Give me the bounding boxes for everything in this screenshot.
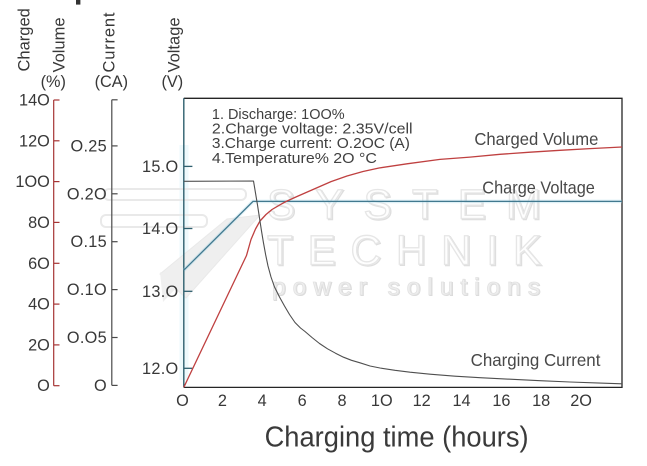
svg-text:TECHNIK: TECHNIK [268, 228, 542, 275]
svg-text:3.Charge current: O.2OC (A): 3.Charge current: O.2OC (A) [212, 136, 410, 152]
svg-text:O.1O: O.1O [67, 281, 107, 299]
svg-text:12O: 12O [19, 132, 50, 150]
svg-text:1. Discharge: 1OO%: 1. Discharge: 1OO% [212, 107, 345, 123]
svg-text:2.Charge voltage: 2.35V/cell: 2.Charge voltage: 2.35V/cell [212, 122, 413, 138]
svg-text:Charging time (hours): Charging time (hours) [265, 422, 529, 454]
svg-text:6O: 6O [28, 255, 50, 273]
svg-text:1O: 1O [371, 392, 393, 410]
svg-text:16: 16 [492, 392, 510, 410]
svg-text:8: 8 [337, 392, 346, 410]
svg-text:(CA): (CA) [95, 73, 128, 91]
svg-text:O: O [37, 377, 50, 395]
svg-text:14: 14 [452, 392, 470, 410]
svg-text:2O: 2O [570, 392, 592, 410]
svg-text:Charged: Charged [16, 8, 34, 71]
svg-text:TECHNIK: TECHNIK [267, 227, 541, 274]
svg-text:2: 2 [218, 392, 227, 410]
svg-text:13.O: 13.O [142, 283, 179, 301]
svg-text:Charge Voltage: Charge Voltage [482, 178, 595, 198]
svg-text:12.O: 12.O [142, 360, 179, 378]
svg-text:power solutions: power solutions [273, 275, 541, 302]
svg-text:1OO: 1OO [15, 173, 49, 191]
svg-text:18: 18 [532, 392, 550, 410]
svg-text:Charged Volume: Charged Volume [474, 129, 598, 149]
svg-text:Voltage: Voltage [166, 17, 184, 72]
svg-text:Current: Current [101, 12, 119, 72]
svg-text:15.O: 15.O [142, 158, 179, 176]
svg-text:14.O: 14.O [142, 220, 179, 238]
svg-text:O: O [176, 392, 189, 410]
svg-text:O.25: O.25 [71, 137, 108, 155]
svg-text:O.O5: O.O5 [67, 329, 107, 347]
svg-text:6: 6 [298, 392, 307, 410]
svg-text:4: 4 [258, 392, 267, 410]
svg-text:O.15: O.15 [71, 233, 108, 251]
svg-text:power solutions: power solutions [272, 274, 540, 301]
svg-text:4O: 4O [28, 296, 50, 314]
svg-text:12: 12 [413, 392, 431, 410]
svg-text:Charging Current: Charging Current [471, 350, 601, 370]
svg-text:(V): (V) [161, 73, 183, 91]
svg-text:(%): (%) [41, 73, 66, 91]
svg-text:4.Temperature% 2O °C: 4.Temperature% 2O °C [212, 151, 377, 167]
svg-text:2O: 2O [28, 336, 50, 354]
svg-text:O: O [94, 377, 107, 395]
svg-text:8O: 8O [28, 214, 50, 232]
svg-text:O.2O: O.2O [67, 185, 107, 203]
svg-text:Volume: Volume [51, 17, 69, 72]
svg-text:14O: 14O [19, 92, 50, 110]
